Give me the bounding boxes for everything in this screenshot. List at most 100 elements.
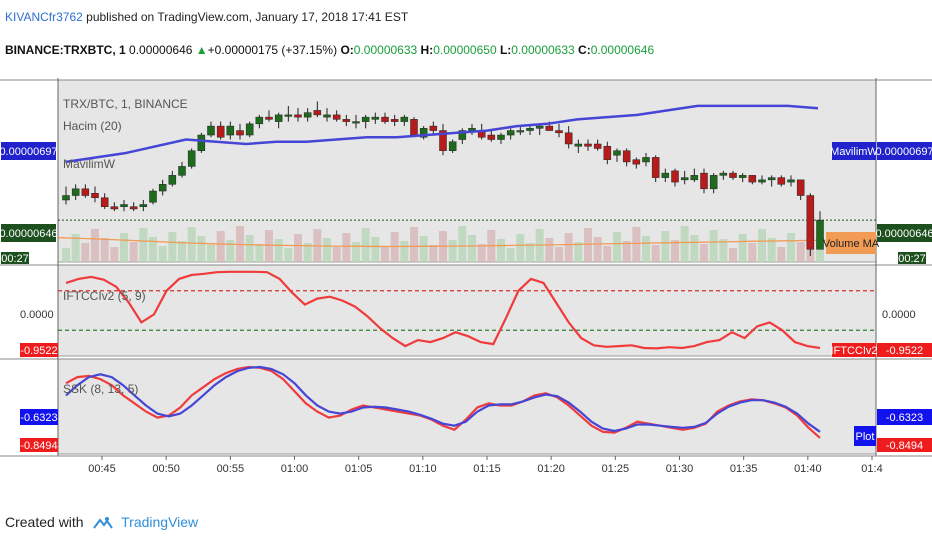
candle-body [381,116,389,122]
candle-body [816,219,824,250]
right-last-price-label-text: 0.00000646 [875,228,932,240]
symbol-name: BINANCE:TRXBTC, 1 [5,43,126,57]
candle [806,193,815,256]
time-tick-label: 00:50 [152,463,180,475]
candle-body [129,206,138,210]
volume-bar [419,236,428,262]
candle [265,110,273,122]
left-mavilimw-label-text: 0.00000697 [0,146,58,158]
volume-bar [661,231,670,262]
candle-body [284,114,293,117]
right-ssk-blue-label: -0.6323 [877,409,932,425]
volume-bar [120,233,128,262]
volume-bar [371,237,380,262]
candle [371,112,380,124]
candle-body [400,116,409,122]
candles [62,101,824,256]
candle [245,121,254,138]
candle-body [245,123,254,136]
volume-bar [719,239,728,262]
candle-body [361,116,370,122]
candle-body [526,128,534,131]
left-time-left-label: 00:27 [1,252,29,265]
candle-body [419,128,428,138]
candle [448,139,457,153]
left-ssk-blue-label-box [20,409,58,425]
volume-bar [410,227,418,262]
candle-body [120,204,128,207]
volume-bar [255,244,264,262]
open-label: O: [340,43,354,57]
volume-bar [787,233,795,262]
volume-bar [651,245,660,262]
ift-tag-box [832,343,876,357]
candle-body [352,121,360,124]
candle-body [700,172,708,190]
volume-ma-tag-box [826,232,876,254]
candle [390,114,399,127]
candle-body [458,130,467,140]
candle-body [91,193,99,199]
right-mavilimw-label-box [877,142,932,160]
candle-body [787,179,795,183]
volume-bar [796,242,805,262]
candle [796,179,805,200]
candle [71,184,80,200]
pane1-title: TRX/BTC, 1, BINANCE [63,97,188,111]
volume-bar [216,231,225,262]
volume-bar [593,237,602,262]
time-tick-label: 01:35 [730,463,758,475]
volume-bar [564,233,573,262]
up-arrow-icon: ▲ [195,43,208,57]
volume-bar [197,236,206,262]
candle [197,132,206,153]
volume-bar [381,246,389,262]
candle-body [555,130,563,134]
volume-bar [129,242,138,262]
candle-body [303,112,312,118]
volume-bar [468,235,476,262]
high-value: 0.00000650 [433,43,497,57]
candle [709,173,718,194]
candle [767,175,776,187]
time-tick-label: 01:00 [281,463,309,475]
candle [680,170,689,185]
ift-tag: IFTCCIv2 [830,343,878,357]
candle [139,200,148,212]
candle [129,202,138,212]
volume-bar [613,232,621,262]
candle-body [216,125,225,138]
volume-bar [729,248,737,262]
candle-body [390,119,399,122]
candle-body [439,130,447,151]
volume-bar [265,230,273,262]
mavilimw-legend: MavilimW [63,157,116,171]
left-ssk-blue-label: -0.6323 [20,409,58,425]
candle [661,168,670,183]
candle-body [139,204,148,207]
candle [516,126,525,136]
tradingview-brand[interactable]: TradingView [121,514,199,530]
volume-bar [81,243,90,262]
candle [216,121,225,140]
volume-bar [709,230,718,262]
candle [361,114,370,129]
candle [168,170,177,187]
author-link[interactable]: KIVANCfr3762 [5,10,83,24]
candle-body [71,188,80,196]
candle [120,200,128,212]
right-last-price-label-box [877,224,932,242]
candle [738,173,747,183]
symbol-line: BINANCE:TRXBTC, 1 0.00000646 ▲+0.0000017… [5,43,654,57]
candle [342,114,351,127]
candle [700,168,708,194]
left-last-price-label-box [1,224,56,242]
candle-body [748,175,757,183]
right-ssk-red-label-text: -0.8494 [886,440,923,452]
volume-bar [497,239,505,262]
candle [91,186,99,203]
volume-bar [352,242,360,262]
volume-bar [574,242,583,262]
